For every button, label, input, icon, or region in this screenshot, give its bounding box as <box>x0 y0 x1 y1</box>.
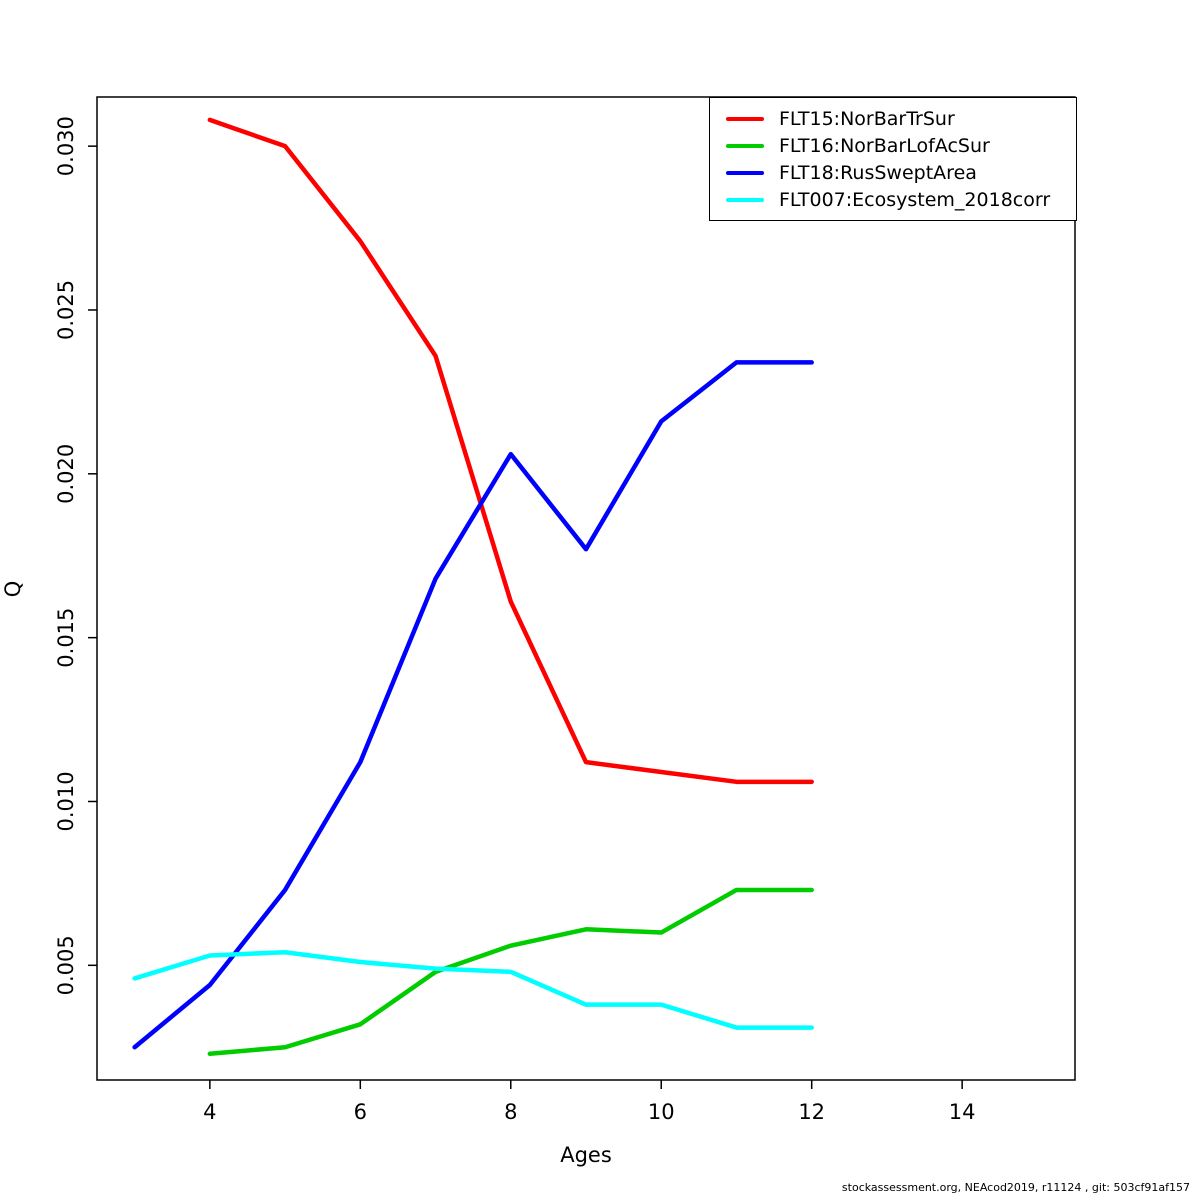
y-tick-label: 0.030 <box>54 116 78 176</box>
legend-line-swatch <box>726 143 764 148</box>
y-tick-label: 0.010 <box>54 771 78 831</box>
x-tick-label: 14 <box>949 1100 976 1124</box>
legend-line-swatch <box>726 170 764 175</box>
legend-item: FLT16:NorBarLofAcSur <box>710 132 1076 159</box>
legend-item: FLT18:RusSweptArea <box>710 159 1076 186</box>
y-tick-label: 0.020 <box>54 444 78 504</box>
x-tick-label: 6 <box>354 1100 367 1124</box>
legend-label: FLT007:Ecosystem_2018corr <box>779 188 1051 211</box>
legend-label: FLT18:RusSweptArea <box>779 161 977 184</box>
series-line-FLT18:RusSweptArea <box>132 360 814 1050</box>
plot-border <box>96 96 1076 1081</box>
x-tick-label: 12 <box>798 1100 825 1124</box>
legend-label: FLT16:NorBarLofAcSur <box>779 134 990 157</box>
x-tick-label: 8 <box>504 1100 517 1124</box>
legend-label: FLT15:NorBarTrSur <box>779 107 955 130</box>
x-axis-label: Ages <box>560 1143 612 1167</box>
series-line-FLT16:NorBarLofAcSur <box>207 887 814 1057</box>
y-tick-label: 0.025 <box>54 280 78 340</box>
legend: FLT15:NorBarTrSur FLT16:NorBarLofAcSur FLT… <box>709 97 1077 221</box>
legend-line-swatch <box>726 116 764 121</box>
y-tick-label: 0.015 <box>54 608 78 668</box>
footer-credit: stockassessment.org, NEAcod2019, r11124 … <box>841 1181 1190 1194</box>
x-tick-label: 10 <box>648 1100 675 1124</box>
legend-line-swatch <box>726 197 764 202</box>
series-line-FLT007:Ecosystem_2018corr <box>132 949 814 1030</box>
legend-item: FLT15:NorBarTrSur <box>710 105 1076 132</box>
series-line-FLT15:NorBarTrSur <box>207 117 814 785</box>
x-tick-label: 4 <box>203 1100 216 1124</box>
y-axis-label: Q <box>1 581 25 598</box>
y-tick-label: 0.005 <box>54 935 78 995</box>
legend-item: FLT007:Ecosystem_2018corr <box>710 186 1076 213</box>
